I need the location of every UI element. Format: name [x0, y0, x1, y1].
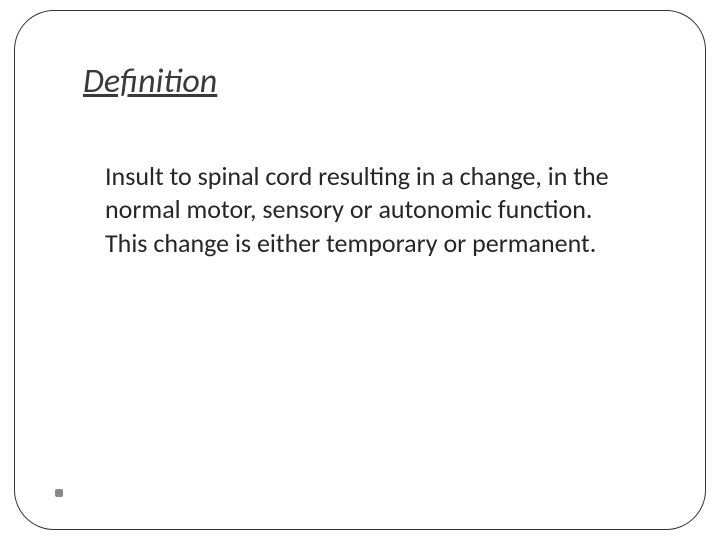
- slide-heading: Definition: [83, 61, 645, 102]
- slide-frame: Definition Insult to spinal cord resulti…: [14, 10, 706, 530]
- slide-body-text: Insult to spinal cord resulting in a cha…: [105, 160, 625, 260]
- bullet-decoration: [55, 489, 63, 497]
